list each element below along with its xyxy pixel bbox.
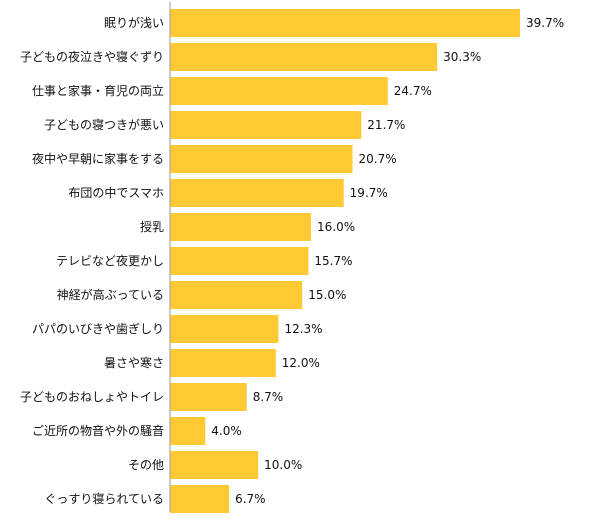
value-label-2: 30.3% xyxy=(443,50,481,64)
category-label-6: 布団の中でスマホ xyxy=(68,185,164,200)
category-label-13: ご近所の物音や外の騒音 xyxy=(32,423,164,438)
value-label-10: 12.3% xyxy=(284,322,322,336)
value-labels: 39.7% 30.3% 24.7% 21.7% 20.7% 19.7% 16.0% 15.7%… xyxy=(211,16,564,506)
value-label-14: 10.0% xyxy=(264,458,302,472)
bar-8 xyxy=(170,247,309,275)
value-label-6: 19.7% xyxy=(350,186,388,200)
value-label-13: 4.0% xyxy=(211,424,242,438)
category-label-11: 暑さや寒さ xyxy=(104,355,164,370)
bar-11 xyxy=(170,349,276,377)
bar-9 xyxy=(170,281,303,309)
category-label-8: テレビなど夜更かし xyxy=(56,253,164,268)
category-label-9: 神経が高ぶっている xyxy=(57,287,164,302)
bar-12 xyxy=(170,383,247,411)
category-label-3: 仕事と家事・育児の両立 xyxy=(32,83,164,98)
category-label-1: 眠りが浅い xyxy=(104,15,164,30)
category-label-15: ぐっすり寝られている xyxy=(44,491,164,506)
value-label-3: 24.7% xyxy=(394,84,432,98)
category-labels: 眠りが浅い子どもの夜泣きや寝ぐずり仕事と家事・育児の両立子どもの寝つきが悪い夜中… xyxy=(20,15,164,506)
bar-14 xyxy=(170,451,259,479)
bar-3 xyxy=(170,77,388,105)
value-label-11: 12.0% xyxy=(282,356,320,370)
category-label-12: 子どものおねしょやトイレ xyxy=(20,390,164,404)
bar-10 xyxy=(170,315,279,343)
value-label-1: 39.7% xyxy=(526,16,564,30)
bar-15 xyxy=(170,485,230,513)
bar-4 xyxy=(170,111,362,139)
bar-1 xyxy=(170,9,520,37)
value-label-12: 8.7% xyxy=(253,390,284,404)
value-label-4: 21.7% xyxy=(367,118,405,132)
bar-2 xyxy=(170,43,438,71)
bar-6 xyxy=(170,179,344,207)
bars-layer xyxy=(170,9,520,513)
bar-7 xyxy=(170,213,312,241)
category-label-4: 子どもの寝つきが悪い xyxy=(44,117,164,132)
category-label-7: 授乳 xyxy=(140,219,164,234)
category-label-10: パパのいびきや歯ぎしり xyxy=(32,322,164,336)
bar-13 xyxy=(170,417,206,445)
value-label-8: 15.7% xyxy=(314,254,352,268)
value-label-9: 15.0% xyxy=(308,288,346,302)
category-label-5: 夜中や早朝に家事をする xyxy=(32,151,164,166)
value-label-7: 16.0% xyxy=(317,220,355,234)
value-label-15: 6.7% xyxy=(235,492,266,506)
category-label-2: 子どもの夜泣きや寝ぐずり xyxy=(20,49,164,64)
bar-5 xyxy=(170,145,353,173)
category-label-14: その他 xyxy=(128,458,164,472)
value-label-5: 20.7% xyxy=(358,152,396,166)
